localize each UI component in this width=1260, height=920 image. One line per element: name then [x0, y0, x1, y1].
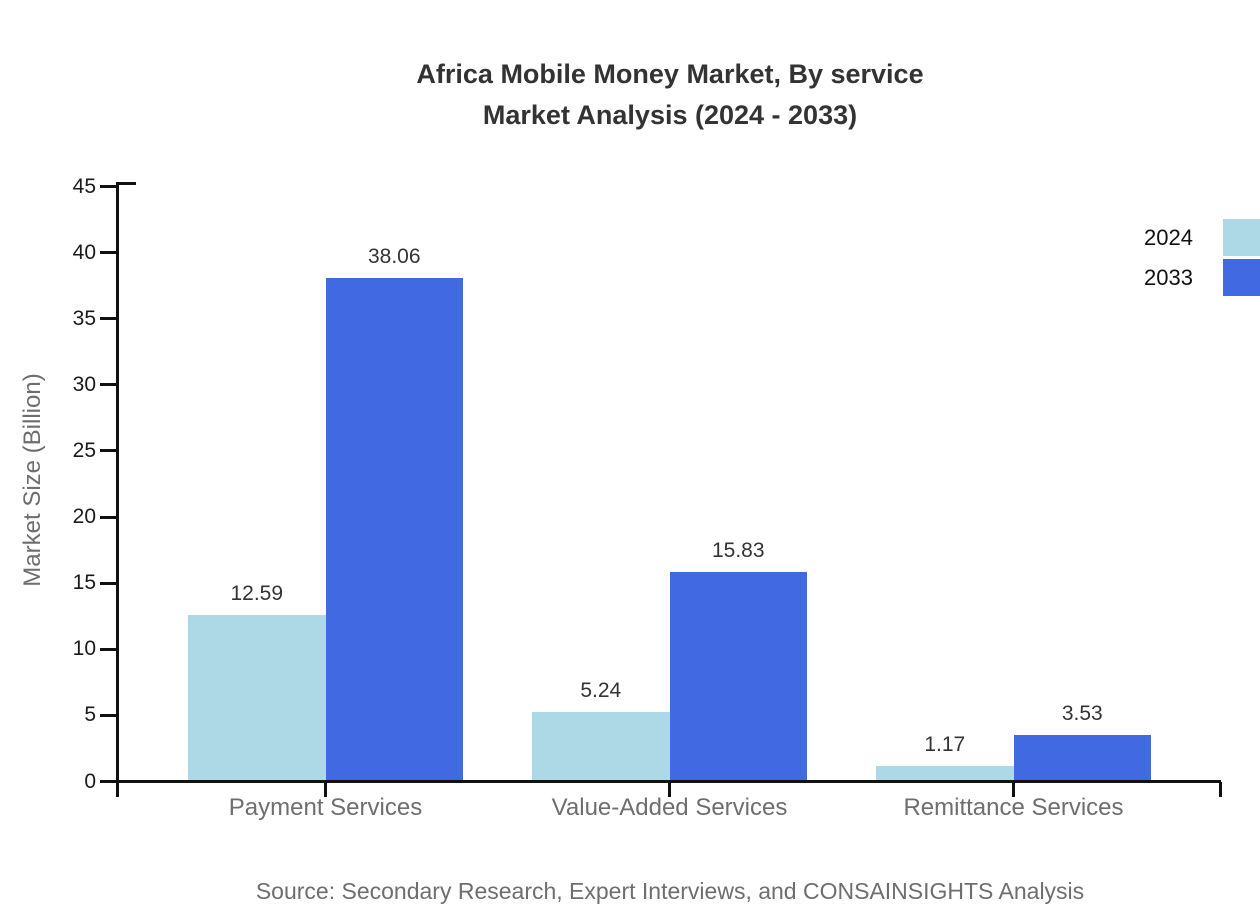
y-tick [100, 515, 118, 519]
chart-legend: 2024 2033 [1144, 219, 1260, 299]
y-tick [100, 780, 118, 783]
category-label-2: Remittance Services [903, 794, 1124, 821]
y-tick [100, 383, 118, 387]
value-label: 38.06 [367, 245, 421, 269]
y-tick-label: 15 [72, 571, 96, 595]
chart-title-line2: Market Analysis (2024 - 2033) [482, 100, 858, 130]
bar-2024-2 [876, 766, 1014, 782]
bar-2024-1 [532, 712, 670, 782]
y-tick [100, 581, 118, 585]
chart-title: Africa Mobile Money Market, By service M… [80, 54, 1260, 136]
x-tick [324, 781, 327, 797]
value-label: 3.53 [1061, 701, 1103, 725]
category-label-0: Payment Services [228, 794, 423, 821]
legend-swatch-2024 [1223, 219, 1260, 256]
source-attribution: Source: Secondary Research, Expert Inter… [255, 878, 1085, 904]
y-tick-label: 10 [72, 637, 96, 661]
y-tick-label: 0 [84, 769, 96, 793]
legend-item-2033: 2033 [1144, 259, 1260, 296]
y-axis-title: Market Size (Billion) [19, 373, 46, 587]
y-tick-label: 45 [72, 174, 96, 198]
y-tick-label: 20 [72, 505, 96, 529]
x-axis-end-tick-0 [116, 781, 119, 797]
value-label: 5.24 [580, 679, 622, 703]
y-tick-label: 25 [72, 438, 96, 462]
y-axis-top-nub [116, 182, 136, 185]
y-tick [100, 713, 118, 717]
y-tick [100, 251, 118, 255]
x-tick [668, 781, 671, 797]
legend-swatch-2033 [1223, 259, 1260, 296]
x-tick [1012, 781, 1015, 797]
chart-title-line1: Africa Mobile Money Market, By service [416, 59, 924, 89]
y-tick [100, 317, 118, 321]
y-tick [100, 185, 118, 188]
x-axis-end-tick-1 [1219, 781, 1222, 797]
legend-label-2024: 2024 [1144, 224, 1193, 250]
y-axis-line [116, 182, 119, 783]
y-tick-label: 5 [84, 703, 96, 727]
bar-2024-0 [188, 615, 326, 782]
bar-2033-1 [669, 572, 807, 782]
y-tick-label: 40 [72, 240, 96, 264]
bar-2033-0 [325, 278, 463, 782]
y-tick-label: 30 [72, 372, 96, 396]
legend-label-2033: 2033 [1144, 264, 1193, 290]
value-label: 1.17 [924, 733, 966, 757]
value-label: 15.83 [711, 539, 765, 563]
value-label: 12.59 [230, 582, 284, 606]
bar-2033-2 [1013, 734, 1151, 782]
y-tick [100, 449, 118, 453]
y-tick [100, 647, 118, 651]
y-tick-label: 35 [72, 306, 96, 330]
category-label-1: Value-Added Services [551, 794, 788, 821]
legend-item-2024: 2024 [1144, 219, 1260, 256]
